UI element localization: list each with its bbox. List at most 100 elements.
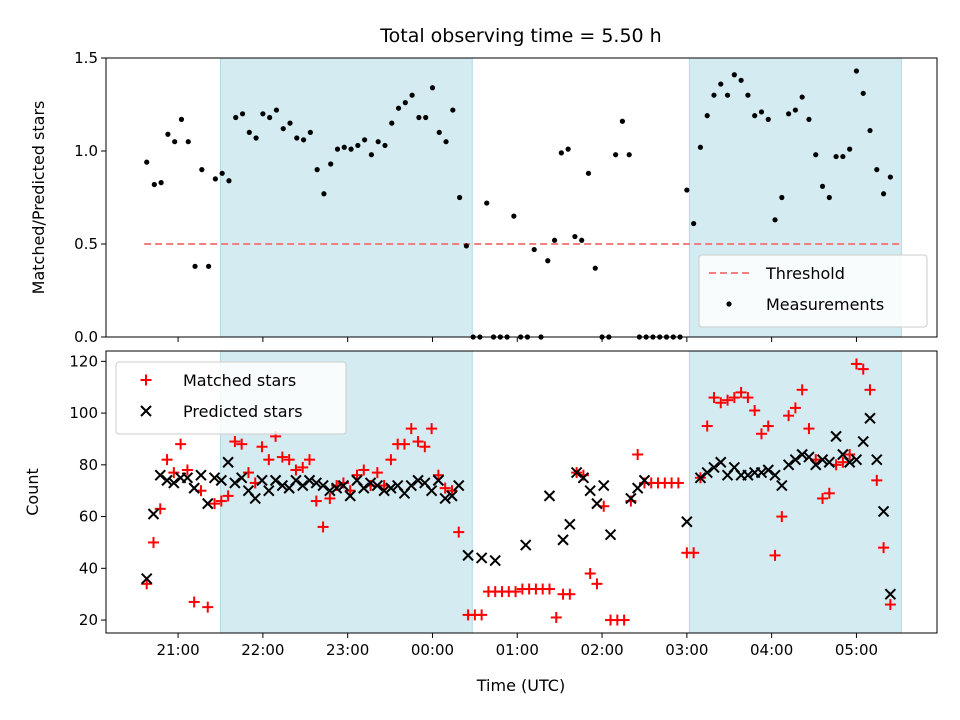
measurements-point-95 bbox=[786, 111, 792, 117]
predicted-stars-point-93 bbox=[884, 588, 897, 600]
chart-title: Total observing time = 5.50 h bbox=[379, 25, 661, 47]
matched-stars-point-46 bbox=[446, 485, 458, 497]
predicted-stars-point-30 bbox=[337, 479, 350, 492]
predicted-stars-point-87-b bbox=[843, 456, 856, 468]
predicted-stars-point-17 bbox=[249, 492, 261, 505]
matched-stars-point-3 bbox=[154, 503, 166, 515]
predicted-stars-point-52 bbox=[543, 490, 556, 502]
legend-measurements-swatch bbox=[726, 301, 732, 307]
y-tick-label: 100 bbox=[69, 404, 98, 422]
matched-stars-point-6 bbox=[175, 438, 187, 450]
measurements-point-60 bbox=[545, 258, 551, 264]
predicted-stars-point-51 bbox=[520, 539, 532, 551]
measurements-point-48 bbox=[463, 243, 469, 249]
predicted-stars-point-33-b bbox=[358, 482, 370, 494]
matched-stars-point-8 bbox=[188, 596, 200, 608]
predicted-stars-point-88-b bbox=[850, 453, 863, 466]
predicted-stars-point-74 bbox=[755, 466, 768, 479]
measurements-point-105 bbox=[853, 68, 860, 74]
matched-stars-point-61 bbox=[550, 611, 562, 623]
matched-stars-point-60 bbox=[543, 583, 555, 595]
matched-stars-point-87 bbox=[728, 392, 740, 404]
predicted-stars-point-8-b bbox=[188, 482, 200, 494]
predicted-stars-point-59 bbox=[598, 479, 610, 492]
predicted-stars-series bbox=[140, 412, 897, 600]
measurements-point-38 bbox=[395, 105, 402, 111]
measurements-point-45 bbox=[443, 139, 449, 145]
matched-stars-point-5 bbox=[168, 467, 180, 479]
x-tick-03-00: 03:00 bbox=[665, 633, 708, 659]
predicted-stars-point-1 bbox=[140, 572, 153, 585]
predicted-stars-point-90 bbox=[864, 412, 876, 424]
matched-stars-point-22 bbox=[283, 454, 295, 466]
matched-stars-point-24 bbox=[297, 461, 309, 473]
measurements-point-7 bbox=[185, 139, 191, 145]
matched-stars-point-92 bbox=[762, 420, 774, 432]
predicted-stars-point-66-b bbox=[701, 466, 713, 479]
predicted-stars-point-54 bbox=[564, 518, 576, 531]
predicted-stars-point-30-b bbox=[337, 479, 350, 492]
y-tick-0-0: 0.0 bbox=[74, 328, 106, 346]
legend-entry-predicted-stars: Predicted stars bbox=[140, 402, 303, 421]
measurements-point-18 bbox=[260, 111, 266, 117]
measurements-point-34 bbox=[368, 152, 375, 158]
predicted-stars-point-27-b bbox=[317, 479, 329, 492]
measurements-point-99 bbox=[813, 152, 819, 158]
measurements-point-23 bbox=[294, 135, 300, 141]
predicted-stars-point-19 bbox=[263, 484, 275, 497]
predicted-stars-point-40 bbox=[405, 479, 417, 492]
matched-stars-point-66 bbox=[584, 567, 596, 579]
measurements-point-66 bbox=[585, 170, 592, 176]
predicted-stars-point-68-b bbox=[715, 456, 727, 468]
predicted-stars-point-90-b bbox=[864, 412, 876, 424]
predicted-stars-point-66 bbox=[701, 466, 713, 479]
measurements-point-42 bbox=[423, 114, 429, 121]
matched-stars-point-55 bbox=[510, 586, 522, 598]
predicted-stars-point-9-b bbox=[195, 469, 207, 481]
measurements-point-46 bbox=[450, 107, 456, 113]
predicted-stars-point-17-b bbox=[249, 492, 261, 505]
matched-stars-point-103 bbox=[837, 456, 849, 468]
matched-stars-point-10 bbox=[202, 601, 214, 613]
predicted-stars-point-57-b bbox=[584, 484, 596, 497]
matched-stars-point-43 bbox=[426, 423, 438, 435]
measurements-point-109 bbox=[880, 191, 887, 197]
legend-entry-measurements: Measurements bbox=[726, 295, 884, 314]
predicted-stars-point-43 bbox=[425, 484, 438, 497]
x-tick-23-00: 23:00 bbox=[326, 633, 369, 659]
predicted-stars-point-24 bbox=[297, 479, 309, 492]
predicted-stars-point-45-b bbox=[439, 492, 451, 505]
predicted-stars-point-15-b bbox=[235, 472, 248, 484]
predicted-stars-point-18 bbox=[256, 474, 268, 487]
y-tick-label: 120 bbox=[69, 352, 98, 370]
matched-stars-point-25 bbox=[304, 454, 316, 466]
legend-matched-stars-swatch bbox=[140, 374, 152, 386]
measurements-point-71 bbox=[619, 118, 626, 124]
measurements-point-91 bbox=[758, 109, 765, 115]
predicted-stars-point-5 bbox=[168, 477, 180, 489]
predicted-stars-point-55-b bbox=[570, 466, 583, 479]
matched-stars-point-35 bbox=[371, 467, 383, 479]
predicted-stars-point-77 bbox=[776, 479, 788, 492]
measurements-point-63 bbox=[565, 146, 571, 152]
measurements-point-33 bbox=[362, 137, 368, 143]
legend-entry-threshold: Threshold bbox=[709, 264, 845, 283]
x-tick-label: 23:00 bbox=[326, 641, 369, 659]
y-tick-120: 120 bbox=[69, 352, 106, 370]
measurements-point-106 bbox=[860, 90, 866, 96]
measurements-point-101 bbox=[826, 194, 832, 201]
predicted-stars-point-50 bbox=[489, 554, 501, 567]
legend-predicted-stars-swatch-b bbox=[140, 405, 152, 417]
x-tick-label: 00:00 bbox=[411, 641, 454, 659]
ratio-panel-frame bbox=[105, 57, 938, 338]
predicted-stars-point-31-b bbox=[344, 490, 356, 502]
measurements-point-80 bbox=[684, 187, 690, 193]
predicted-stars-point-19-b bbox=[263, 484, 275, 497]
measurements-point-102 bbox=[833, 153, 839, 160]
predicted-stars-point-4 bbox=[161, 474, 173, 487]
matched-stars-point-110 bbox=[884, 599, 896, 611]
predicted-stars-point-61-b bbox=[625, 492, 637, 505]
measurements-point-36 bbox=[382, 142, 388, 149]
measurements-point-2 bbox=[151, 181, 157, 188]
measurements-point-108 bbox=[874, 167, 880, 173]
